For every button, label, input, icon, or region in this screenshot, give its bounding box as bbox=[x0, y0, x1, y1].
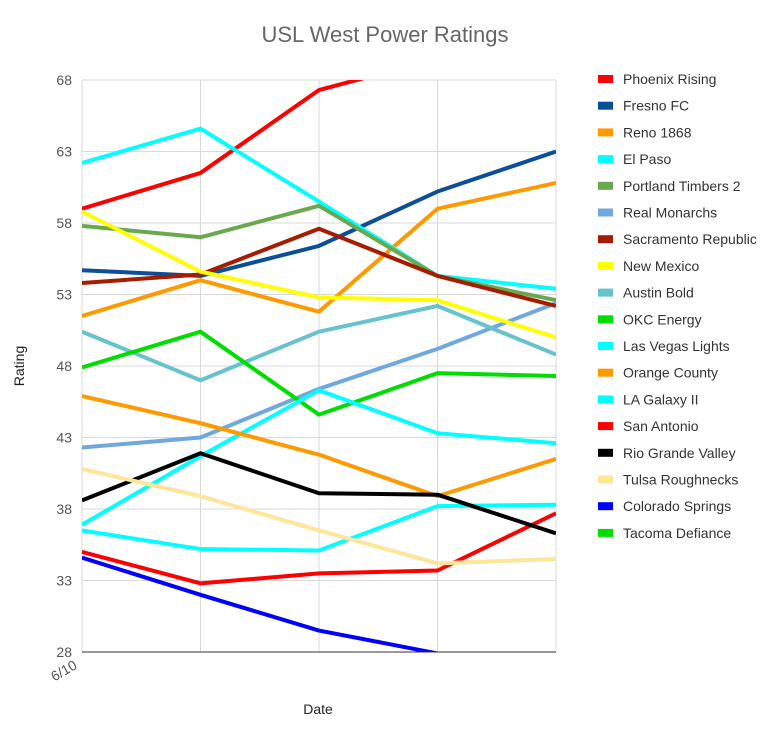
legend-label: Rio Grande Valley bbox=[623, 445, 736, 461]
legend-label: Phoenix Rising bbox=[623, 71, 716, 87]
series-line-rio-grande-valley bbox=[82, 451, 556, 536]
series-line-tulsa-roughnecks bbox=[82, 467, 556, 566]
legend-swatch bbox=[598, 502, 613, 511]
legend-label: Tacoma Defiance bbox=[623, 525, 731, 541]
legend-swatch bbox=[598, 475, 613, 484]
series-line-orange-county bbox=[82, 394, 556, 499]
legend-swatch bbox=[598, 368, 613, 377]
series-line-fresno-fc bbox=[82, 149, 556, 278]
series-line-colorado-springs bbox=[82, 555, 442, 652]
legend-swatch bbox=[598, 315, 613, 324]
legend-item-san-antonio: San Antonio bbox=[598, 418, 699, 434]
legend-item-la-galaxy-ii: LA Galaxy II bbox=[598, 391, 698, 407]
legend-swatch bbox=[598, 422, 613, 431]
series-line-new-mexico bbox=[82, 209, 556, 340]
y-tick-label: 58 bbox=[56, 215, 72, 231]
series-line-okc-energy bbox=[82, 329, 556, 417]
legend-item-real-monarchs: Real Monarchs bbox=[598, 205, 717, 221]
legend-label: San Antonio bbox=[623, 418, 699, 434]
legend-label: OKC Energy bbox=[623, 311, 702, 327]
y-tick-label: 68 bbox=[56, 72, 72, 88]
y-tick-label: 53 bbox=[56, 287, 72, 303]
legend-swatch bbox=[598, 261, 613, 270]
legend-item-tacoma-defiance: Tacoma Defiance bbox=[598, 525, 731, 541]
legend-item-okc-energy: OKC Energy bbox=[598, 311, 702, 327]
legend: Phoenix Rising Fresno FC Reno 1868 El Paso P… bbox=[598, 71, 757, 541]
legend-label: Reno 1868 bbox=[623, 124, 692, 140]
legend-swatch bbox=[598, 288, 613, 297]
legend-swatch bbox=[598, 155, 613, 164]
legend-item-las-vegas-lights: Las Vegas Lights bbox=[598, 338, 730, 354]
legend-item-rio-grande-valley: Rio Grande Valley bbox=[598, 445, 736, 461]
legend-item-new-mexico: New Mexico bbox=[598, 258, 699, 274]
y-tick-label: 28 bbox=[56, 644, 72, 660]
legend-swatch bbox=[598, 75, 613, 83]
legend-swatch bbox=[598, 395, 613, 404]
legend-item-sacramento-republic: Sacramento Republic bbox=[598, 231, 757, 247]
chart-title: USL West Power Ratings bbox=[262, 22, 509, 47]
legend-label: Orange County bbox=[623, 365, 718, 381]
legend-label: El Paso bbox=[623, 151, 671, 167]
x-axis-title: Date bbox=[303, 701, 333, 717]
legend-label: Colorado Springs bbox=[623, 498, 731, 514]
y-tick-label: 43 bbox=[56, 430, 72, 446]
legend-item-el-paso: El Paso bbox=[598, 151, 671, 167]
legend-item-portland-timbers-2: Portland Timbers 2 bbox=[598, 178, 741, 194]
y-tick-label: 63 bbox=[56, 144, 72, 160]
legend-item-reno-1868: Reno 1868 bbox=[598, 124, 692, 140]
legend-swatch bbox=[598, 101, 613, 110]
series-line-sacramento-republic bbox=[82, 226, 556, 308]
legend-label: Sacramento Republic bbox=[623, 231, 757, 247]
y-tick-label: 38 bbox=[56, 501, 72, 517]
legend-label: Austin Bold bbox=[623, 285, 694, 301]
x-tick-label: 6/10 bbox=[48, 657, 80, 685]
grid-lines bbox=[81, 79, 557, 653]
legend-item-austin-bold: Austin Bold bbox=[598, 285, 694, 301]
legend-label: Tulsa Roughnecks bbox=[623, 472, 738, 488]
y-tick-label: 33 bbox=[56, 573, 72, 589]
legend-item-fresno-fc: Fresno FC bbox=[598, 98, 689, 114]
series-line-el-paso bbox=[82, 126, 556, 291]
legend-swatch bbox=[598, 128, 613, 137]
series-line-austin-bold bbox=[82, 303, 556, 383]
series-line-san-antonio bbox=[82, 511, 556, 586]
legend-label: New Mexico bbox=[623, 258, 699, 274]
legend-swatch bbox=[598, 235, 613, 244]
legend-swatch bbox=[598, 448, 613, 457]
y-tick-labels: 28 33 38 43 48 53 58 63 68 bbox=[56, 72, 72, 660]
legend-item-colorado-springs: Colorado Springs bbox=[598, 498, 731, 514]
series-line-las-vegas-lights bbox=[82, 388, 556, 527]
legend-label: Real Monarchs bbox=[623, 205, 717, 221]
series-lines bbox=[82, 80, 556, 652]
legend-item-tulsa-roughnecks: Tulsa Roughnecks bbox=[598, 472, 738, 488]
legend-item-phoenix-rising: Phoenix Rising bbox=[598, 71, 716, 87]
legend-swatch bbox=[598, 528, 613, 537]
legend-swatch bbox=[598, 181, 613, 190]
y-axis-title: Rating bbox=[11, 346, 27, 386]
series-line-reno-1868 bbox=[82, 181, 556, 318]
x-tick-labels: 6/10 bbox=[48, 657, 80, 685]
legend-swatch bbox=[598, 342, 613, 350]
series-line-phoenix-rising bbox=[82, 80, 365, 211]
legend-label: Las Vegas Lights bbox=[623, 338, 730, 354]
legend-swatch bbox=[598, 208, 613, 217]
y-tick-label: 48 bbox=[56, 358, 72, 374]
legend-label: LA Galaxy II bbox=[623, 391, 698, 407]
legend-label: Fresno FC bbox=[623, 98, 689, 114]
legend-item-orange-county: Orange County bbox=[598, 365, 718, 381]
legend-label: Portland Timbers 2 bbox=[623, 178, 741, 194]
